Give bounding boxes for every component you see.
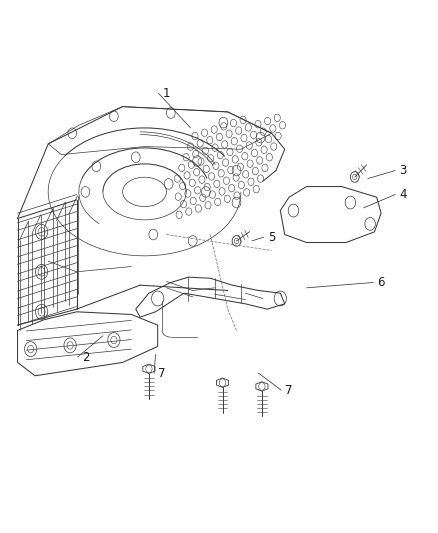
Text: 3: 3 — [399, 164, 406, 177]
Text: 1: 1 — [162, 87, 170, 100]
Text: 4: 4 — [399, 188, 407, 201]
Text: 6: 6 — [377, 276, 385, 289]
Text: 7: 7 — [285, 384, 293, 397]
Text: 2: 2 — [81, 351, 89, 364]
Text: 5: 5 — [268, 231, 275, 244]
Text: 7: 7 — [158, 367, 166, 379]
